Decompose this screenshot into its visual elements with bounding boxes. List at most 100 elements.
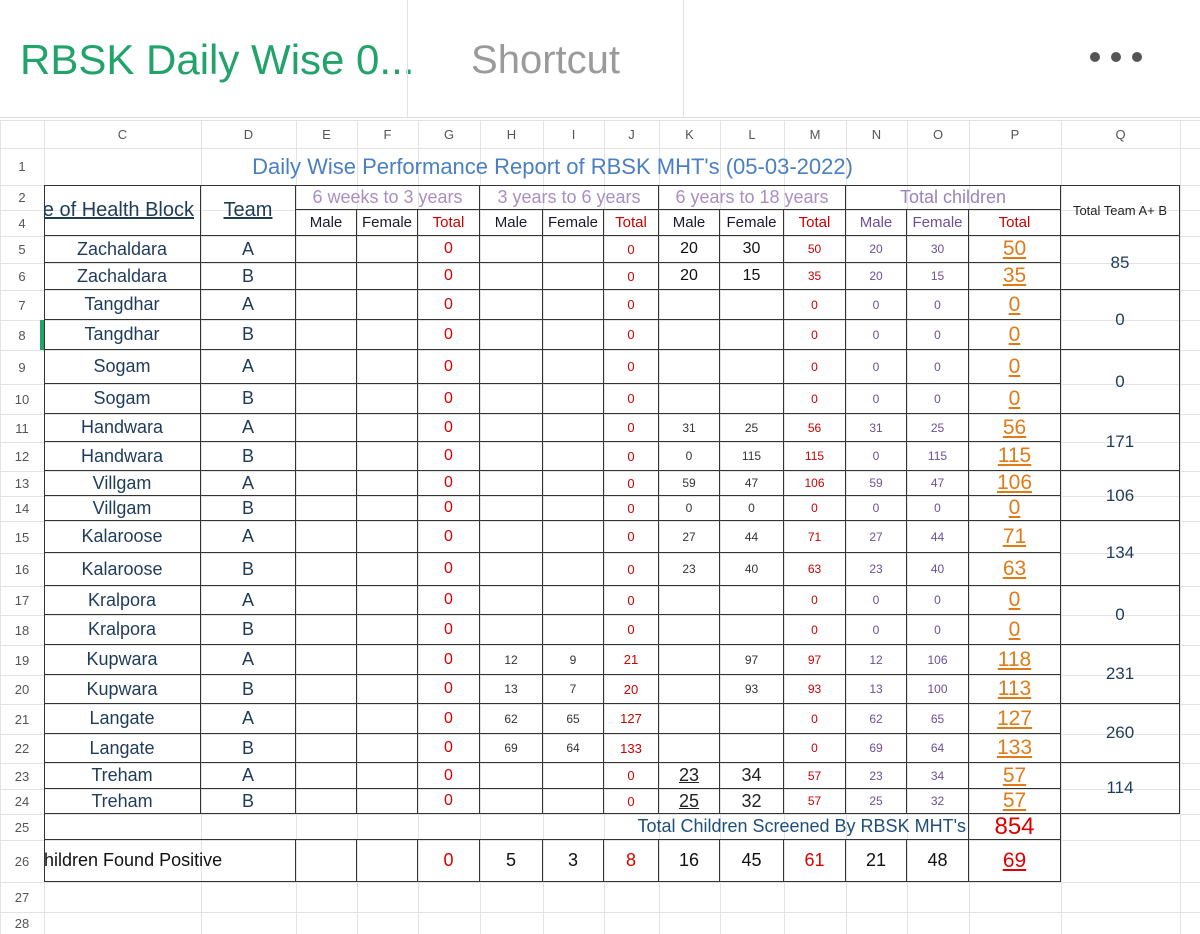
grid-line: [969, 120, 970, 934]
table-cell: 113: [969, 675, 1061, 704]
table-cell: A: [201, 290, 296, 320]
table-cell: A: [201, 704, 296, 734]
table-cell: 0: [418, 414, 480, 442]
column-header: N: [871, 126, 882, 142]
group-header: 6 weeks to 3 years: [296, 185, 480, 210]
table-cell: 0: [418, 384, 480, 414]
table-cell: 0: [418, 350, 480, 384]
table-cell: Kalaroose: [44, 521, 201, 553]
table-cell: 0: [969, 290, 1061, 320]
table-cell: Kralpora: [44, 586, 201, 615]
table-cell: [357, 704, 418, 734]
table-cell: [357, 553, 418, 586]
row-number: 4: [18, 215, 26, 231]
table-cell: 65: [907, 704, 969, 734]
table-cell: 0: [720, 496, 784, 521]
grid-line: [0, 471, 1200, 472]
grid-line: [0, 120, 1, 934]
table-cell: 0: [969, 586, 1061, 615]
table-cell: [543, 236, 604, 263]
positive-cell: [357, 840, 418, 882]
table-cell: [543, 496, 604, 521]
table-cell: [357, 320, 418, 350]
row-number: 24: [14, 794, 30, 809]
sub-header: Total: [969, 210, 1061, 236]
table-cell: [720, 350, 784, 384]
header-cell: e of Health Block: [44, 185, 201, 236]
column-header: G: [443, 126, 455, 142]
table-cell: B: [201, 615, 296, 645]
shortcut-button[interactable]: Shortcut: [471, 37, 620, 82]
team-total: 260: [1061, 704, 1180, 763]
table-cell: 0: [846, 586, 907, 615]
table-cell: [543, 763, 604, 789]
table-cell: 0: [604, 471, 659, 496]
table-cell: Kupwara: [44, 675, 201, 704]
table-cell: [296, 645, 357, 675]
row-number: 22: [14, 741, 30, 756]
row-number: 7: [18, 297, 26, 313]
team-total: 134: [1061, 521, 1180, 586]
table-cell: Langate: [44, 704, 201, 734]
table-cell: 0: [604, 615, 659, 645]
table-cell: Handwara: [44, 442, 201, 471]
table-cell: [543, 320, 604, 350]
table-cell: 69: [480, 734, 543, 763]
table-cell: Treham: [44, 763, 201, 789]
app-title[interactable]: RBSK Daily Wise 0...: [20, 36, 415, 83]
table-cell: 64: [543, 734, 604, 763]
table-cell: 0: [969, 496, 1061, 521]
table-cell: [720, 320, 784, 350]
positive-cell: 48: [907, 840, 969, 882]
screened-total: 854: [969, 814, 1061, 840]
table-cell: 64: [907, 734, 969, 763]
grid-line: [0, 763, 1200, 764]
table-cell: [296, 442, 357, 471]
table-cell: 56: [784, 414, 846, 442]
table-cell: [480, 521, 543, 553]
table-cell: 0: [846, 350, 907, 384]
table-cell: 0: [418, 290, 480, 320]
table-cell: Kralpora: [44, 615, 201, 645]
sub-header: Total: [604, 210, 659, 236]
table-cell: 40: [720, 553, 784, 586]
divider: [683, 0, 684, 118]
table-cell: Tangdhar: [44, 320, 201, 350]
table-cell: B: [201, 263, 296, 290]
row-number: 16: [14, 562, 30, 577]
table-cell: 20: [659, 263, 720, 290]
table-cell: 0: [418, 263, 480, 290]
table-cell: 31: [846, 414, 907, 442]
table-cell: [659, 320, 720, 350]
table-cell: [720, 615, 784, 645]
table-cell: Zachaldara: [44, 236, 201, 263]
table-cell: 97: [784, 645, 846, 675]
table-cell: [480, 763, 543, 789]
positive-cell: 69: [969, 840, 1061, 882]
table-cell: A: [201, 471, 296, 496]
screened-label: Total Children Screened By RBSK MHT's: [44, 814, 969, 840]
table-cell: [480, 553, 543, 586]
table-cell: [659, 675, 720, 704]
table-cell: 57: [784, 763, 846, 789]
table-cell: 133: [604, 734, 659, 763]
table-cell: A: [201, 645, 296, 675]
sub-header: Male: [846, 210, 907, 236]
table-cell: [357, 615, 418, 645]
table-cell: 0: [907, 384, 969, 414]
more-menu[interactable]: [1080, 44, 1160, 70]
grid-line: [357, 120, 358, 934]
grid-line: [0, 586, 1200, 587]
selection-marker: [40, 320, 44, 350]
table-cell: 0: [659, 496, 720, 521]
table-cell: 0: [418, 789, 480, 814]
team-total: 85: [1061, 236, 1180, 290]
sub-header: Male: [296, 210, 357, 236]
table-cell: 44: [907, 521, 969, 553]
sub-header: Male: [480, 210, 543, 236]
grid-line: [0, 675, 1200, 676]
table-cell: [720, 384, 784, 414]
table-cell: 27: [659, 521, 720, 553]
table-cell: 106: [784, 471, 846, 496]
